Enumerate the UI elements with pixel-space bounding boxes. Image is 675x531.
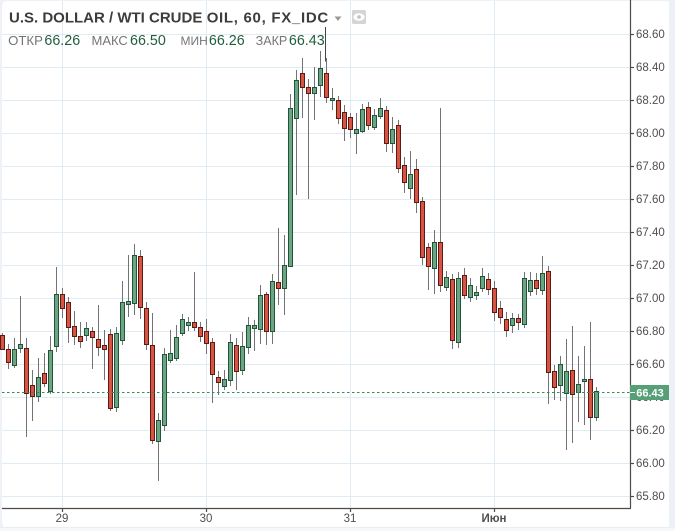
svg-text:ОТКР: ОТКР [8,33,43,48]
svg-text:67.20: 67.20 [636,260,665,272]
svg-text:66.43: 66.43 [289,33,325,49]
svg-text:МИН: МИН [181,34,208,48]
svg-text:Июн: Июн [481,513,506,525]
svg-text:29: 29 [56,513,69,525]
svg-text:66.00: 66.00 [636,458,665,470]
svg-text:U.S. DOLLAR / WTI CRUDE: U.S. DOLLAR / WTI CRUDE [9,10,202,27]
svg-text:67.80: 67.80 [636,161,665,173]
svg-text:67.60: 67.60 [636,194,665,206]
svg-text:68.60: 68.60 [636,29,665,41]
svg-text:67.40: 67.40 [636,227,665,239]
svg-text:30: 30 [200,513,213,525]
svg-text:67.00: 67.00 [636,293,665,305]
svg-text:OIL, 60, FX_IDC: OIL, 60, FX_IDC [207,10,329,27]
svg-text:66.26: 66.26 [209,33,245,49]
svg-text:66.20: 66.20 [636,425,665,437]
svg-text:ЗАКР: ЗАКР [256,34,288,48]
svg-text:66.43: 66.43 [636,388,664,400]
svg-text:МАКС: МАКС [92,33,128,48]
svg-text:68.00: 68.00 [636,128,665,140]
svg-text:66.80: 66.80 [636,326,665,338]
svg-text:66.50: 66.50 [130,33,166,49]
svg-text:66.26: 66.26 [44,33,80,49]
svg-text:66.60: 66.60 [636,359,665,371]
svg-text:68.20: 68.20 [636,95,665,107]
svg-text:65.80: 65.80 [636,491,665,503]
svg-text:31: 31 [344,513,357,525]
svg-text:68.40: 68.40 [636,62,665,74]
